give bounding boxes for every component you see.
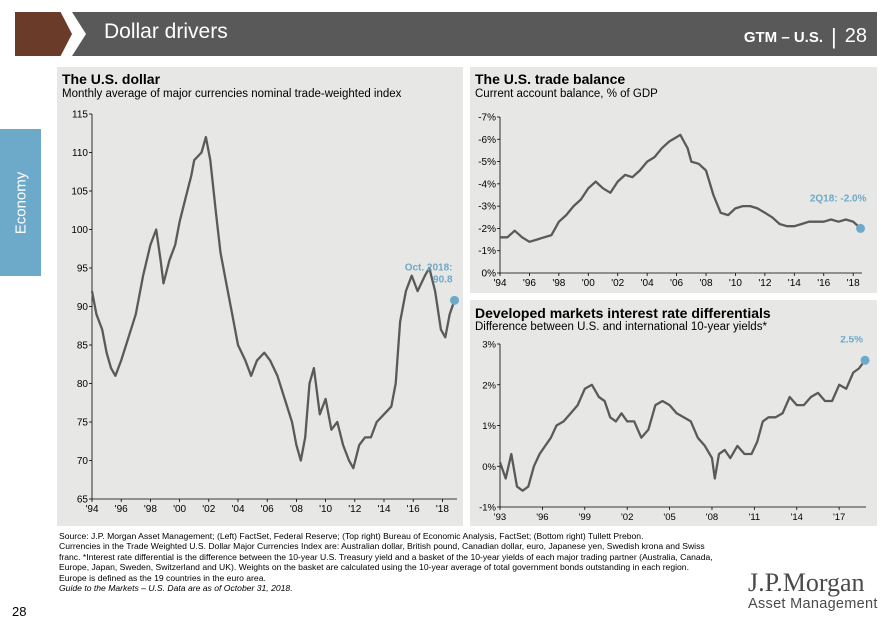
x-tick-label: '04 <box>641 278 654 289</box>
y-tick-label: 85 <box>77 341 89 352</box>
x-tick-label: '10 <box>319 504 332 515</box>
section-tab-label: Economy <box>12 171 29 234</box>
x-tick-label: '05 <box>663 512 675 523</box>
x-tick-label: '00 <box>582 278 595 289</box>
latest-point-marker <box>860 355 870 365</box>
x-tick-label: '02 <box>621 512 633 523</box>
y-tick-label: 70 <box>77 456 89 467</box>
x-tick-label: '96 <box>523 278 536 289</box>
x-tick-label: '10 <box>729 278 742 289</box>
x-tick-label: '16 <box>817 278 830 289</box>
x-tick-label: '11 <box>749 512 761 523</box>
x-tick-label: '94 <box>85 504 98 515</box>
series-line <box>498 359 866 492</box>
y-tick-label: 110 <box>72 148 88 159</box>
dollar-chart-subtitle: Monthly average of major currencies nomi… <box>62 88 402 100</box>
latest-point-marker <box>450 295 460 305</box>
x-tick-label: '00 <box>173 504 186 515</box>
footnote-guide: Guide to the Markets – U.S. Data are as … <box>59 583 293 594</box>
y-tick-label: -1% <box>478 246 496 257</box>
header-arrow <box>15 12 72 56</box>
x-tick-label: '14 <box>377 504 390 515</box>
header-bar <box>72 12 877 56</box>
y-tick-label: 0% <box>482 269 497 280</box>
rate-differentials-title: Developed markets interest rate differen… <box>475 305 771 321</box>
dollar-panel <box>57 67 463 526</box>
y-tick-label: 95 <box>77 264 89 275</box>
section-tab-economy[interactable]: Economy <box>0 129 41 276</box>
x-tick-label: '08 <box>290 504 303 515</box>
footnotes: Source: J.P. Morgan Asset Management; (L… <box>59 531 719 593</box>
rate-differentials-subtitle: Difference between U.S. and internationa… <box>475 321 767 333</box>
logo-subtitle: Asset Management <box>748 596 878 612</box>
x-tick-label: '12 <box>758 278 771 289</box>
annotation-label: Oct. 2018: <box>405 262 453 273</box>
dollar-chart-title: The U.S. dollar <box>62 71 161 87</box>
x-tick-label: '06 <box>261 504 274 515</box>
y-tick-label: -2% <box>478 224 496 235</box>
header-page-number: 28 <box>844 25 867 47</box>
y-tick-label: 90 <box>77 302 89 313</box>
x-tick-label: '08 <box>699 278 712 289</box>
x-tick-label: '12 <box>348 504 361 515</box>
guide-label: GTM – U.S. <box>743 29 824 46</box>
y-tick-label: 100 <box>71 225 88 236</box>
trade-balance-panel <box>470 67 877 293</box>
x-tick-label: '04 <box>231 504 244 515</box>
trade-balance-subtitle: Current account balance, % of GDP <box>475 88 658 100</box>
y-tick-label: 80 <box>77 379 89 390</box>
y-tick-label: 0% <box>482 462 496 473</box>
y-tick-label: 105 <box>71 187 88 198</box>
annotation-label: 2Q18: -2.0% <box>810 193 867 204</box>
header-right: GTM – U.S. | 28 <box>743 22 867 49</box>
series-line <box>90 135 456 470</box>
y-tick-label: 1% <box>482 421 496 432</box>
x-tick-label: '18 <box>436 504 449 515</box>
x-tick-label: '96 <box>115 504 128 515</box>
x-tick-label: '17 <box>833 512 845 523</box>
page-number: 28 <box>12 604 27 619</box>
x-tick-label: '99 <box>579 512 591 523</box>
x-tick-label: '18 <box>847 278 860 289</box>
series-line <box>500 133 862 243</box>
y-tick-label: 65 <box>77 495 89 506</box>
latest-point-marker <box>856 223 866 233</box>
rate-differentials-panel <box>470 300 877 526</box>
y-tick-label: -5% <box>478 157 496 168</box>
trade-balance-title: The U.S. trade balance <box>475 71 626 87</box>
y-tick-label: -3% <box>478 202 496 213</box>
x-tick-label: '96 <box>536 512 548 523</box>
x-tick-label: '08 <box>706 512 718 523</box>
annotation-value: 90.8 <box>433 274 453 285</box>
x-tick-label: '06 <box>670 278 683 289</box>
y-tick-label: -1% <box>479 503 496 514</box>
x-tick-label: '16 <box>407 504 420 515</box>
x-tick-label: '14 <box>791 512 803 523</box>
footnote-source: Source: J.P. Morgan Asset Management; (L… <box>59 531 644 541</box>
y-tick-label: -7% <box>478 113 496 124</box>
dollar-chart: 65 70 75 80 85 90 95 100 105 110 115 '94 '96 '98 '00 '0… <box>71 110 460 515</box>
logo-wordmark: J.P.Morgan <box>748 568 865 597</box>
x-tick-label: '02 <box>202 504 215 515</box>
rate-differentials-chart: -1%0%1%2%3%'93'96'99'02'05'08'11'14'17Oc… <box>479 336 870 523</box>
x-tick-label: '94 <box>493 278 506 289</box>
page-title: Dollar drivers <box>104 20 228 43</box>
jpmorgan-logo: J.P.Morgan Asset Management <box>748 568 878 613</box>
x-tick-label: '98 <box>144 504 157 515</box>
x-tick-label: '02 <box>611 278 624 289</box>
y-tick-label: -4% <box>478 179 496 190</box>
x-tick-label: '98 <box>552 278 565 289</box>
y-tick-label: 3% <box>482 340 496 351</box>
y-tick-label: 2% <box>482 380 496 391</box>
x-tick-label: '93 <box>494 512 506 523</box>
y-tick-label: 115 <box>72 110 88 121</box>
trade-balance-chart: 0% -1% -2% -3% -4% -5% -6% -7% '94 '96 '98 '00 '02 '0… <box>478 113 867 290</box>
annotation-value: 2.5% <box>840 336 863 345</box>
x-tick-label: '14 <box>788 278 801 289</box>
header-separator: | <box>831 24 837 49</box>
y-tick-label: -6% <box>478 135 496 146</box>
footnote-currencies: Currencies in the Trade Weighted U.S. Do… <box>59 541 713 583</box>
y-tick-label: 75 <box>77 418 89 429</box>
